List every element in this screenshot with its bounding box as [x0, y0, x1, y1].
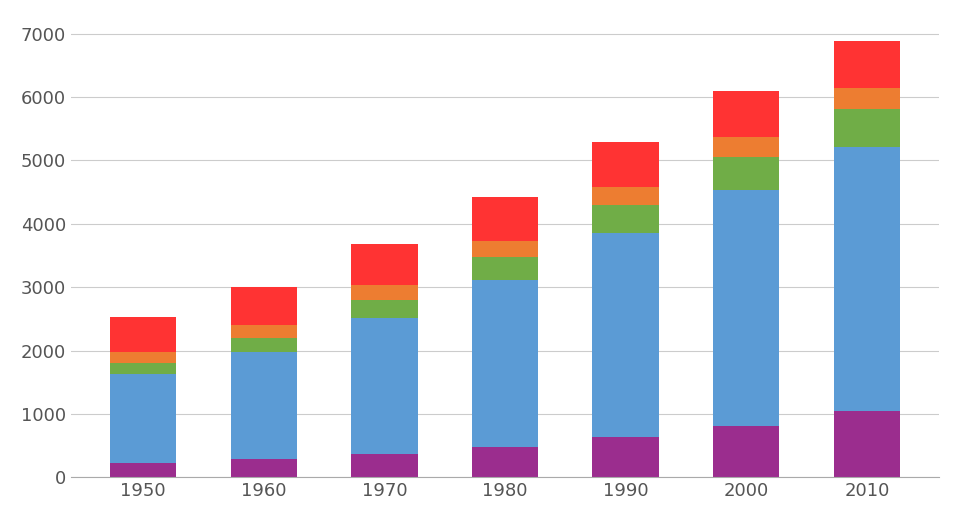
Bar — [472, 257, 539, 280]
Bar — [592, 233, 659, 437]
Bar — [592, 437, 659, 477]
Bar — [592, 205, 659, 233]
Bar — [110, 463, 177, 477]
Bar — [833, 411, 900, 477]
Bar — [833, 41, 900, 88]
Bar — [110, 363, 177, 374]
Bar — [833, 147, 900, 411]
Bar — [110, 374, 177, 463]
Bar — [110, 352, 177, 363]
Bar — [351, 454, 418, 477]
Bar — [351, 244, 418, 286]
Bar — [472, 197, 539, 241]
Bar — [592, 142, 659, 188]
Bar — [230, 338, 297, 352]
Bar — [230, 325, 297, 338]
Bar — [833, 109, 900, 147]
Bar — [472, 280, 539, 447]
Bar — [230, 352, 297, 459]
Bar — [351, 318, 418, 454]
Bar — [713, 190, 780, 426]
Bar — [472, 447, 539, 477]
Bar — [713, 426, 780, 477]
Bar — [713, 157, 780, 190]
Bar — [472, 241, 539, 257]
Bar — [230, 459, 297, 477]
Bar — [110, 317, 177, 352]
Bar — [713, 91, 780, 137]
Bar — [351, 300, 418, 318]
Bar — [592, 188, 659, 205]
Bar — [351, 286, 418, 300]
Bar — [713, 137, 780, 157]
Bar — [833, 88, 900, 109]
Bar — [230, 287, 297, 325]
